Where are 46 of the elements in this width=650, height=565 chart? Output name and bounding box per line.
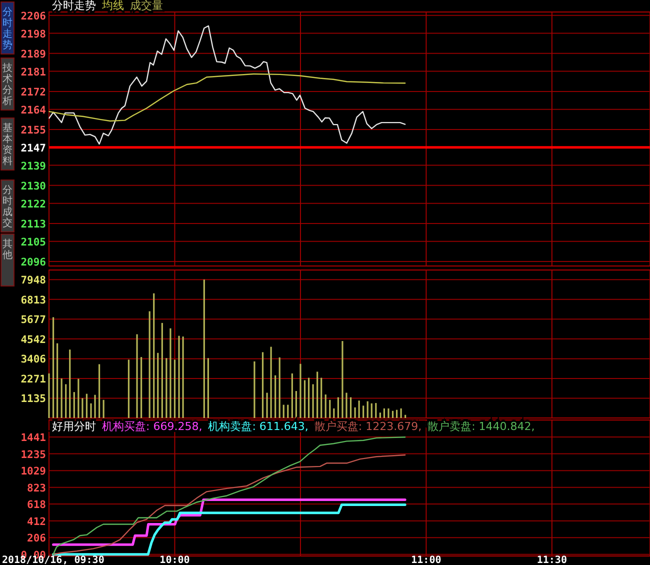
y-tick-label: 2139: [20, 160, 46, 172]
y-tick-label: 7948: [20, 274, 46, 287]
x-tick-label: 10:00: [160, 555, 190, 565]
text: 技术分析: [2, 62, 12, 107]
text: 散户卖盘: 1440.842,: [428, 420, 535, 433]
y-tick-label: 2181: [20, 66, 46, 78]
y-tick-label: 2096: [20, 256, 46, 269]
text: 成交量: [130, 0, 163, 12]
y-tick-label: 2271: [20, 373, 46, 386]
y-tick-label: 2122: [20, 198, 46, 210]
chart-title: 好用分时: [52, 420, 96, 433]
chart-title: 分时走势: [52, 0, 96, 12]
text: 基本资料: [2, 122, 12, 167]
y-tick-label: 4542: [20, 334, 46, 346]
y-tick-label: 2147: [20, 142, 46, 154]
y-tick-label: 412: [27, 516, 46, 528]
y-tick-label: 2164: [20, 104, 46, 116]
y-tick-label: 1235: [20, 448, 46, 461]
y-tick-label: 2198: [20, 28, 46, 40]
y-tick-label: 2155: [20, 124, 46, 136]
line-series: [52, 498, 406, 546]
y-tick-label: 206: [27, 532, 46, 545]
y-tick-label: 2189: [20, 48, 46, 60]
y-tick-label: 618: [27, 499, 46, 512]
y-tick-label: 1029: [20, 466, 46, 478]
y-tick-label: 1135: [20, 393, 46, 406]
y-tick-label: 2172: [20, 86, 46, 98]
y-tick-label: 2130: [20, 180, 46, 192]
line-series: [52, 503, 406, 556]
y-tick-label: 2206: [20, 10, 46, 22]
text: 均线: [101, 0, 124, 12]
line-series: [48, 73, 406, 122]
y-tick-label: 1441: [20, 432, 46, 444]
text: 其他: [2, 238, 12, 261]
text: 分时成交: [2, 184, 12, 229]
y-tick-label: 3406: [20, 354, 46, 366]
line-series: [48, 25, 406, 145]
x-tick-label: 11:30: [536, 555, 567, 565]
x-tick-label: 11:00: [411, 555, 442, 565]
text: 分时走势: [2, 6, 12, 51]
y-tick-label: 6813: [20, 294, 46, 306]
y-tick-label: 823: [27, 482, 46, 494]
y-tick-label: 2105: [20, 236, 46, 248]
y-tick-label: 2113: [20, 218, 46, 230]
text: 散户买盘: 1223.679,: [314, 420, 422, 433]
y-tick-label: 5677: [20, 314, 46, 326]
